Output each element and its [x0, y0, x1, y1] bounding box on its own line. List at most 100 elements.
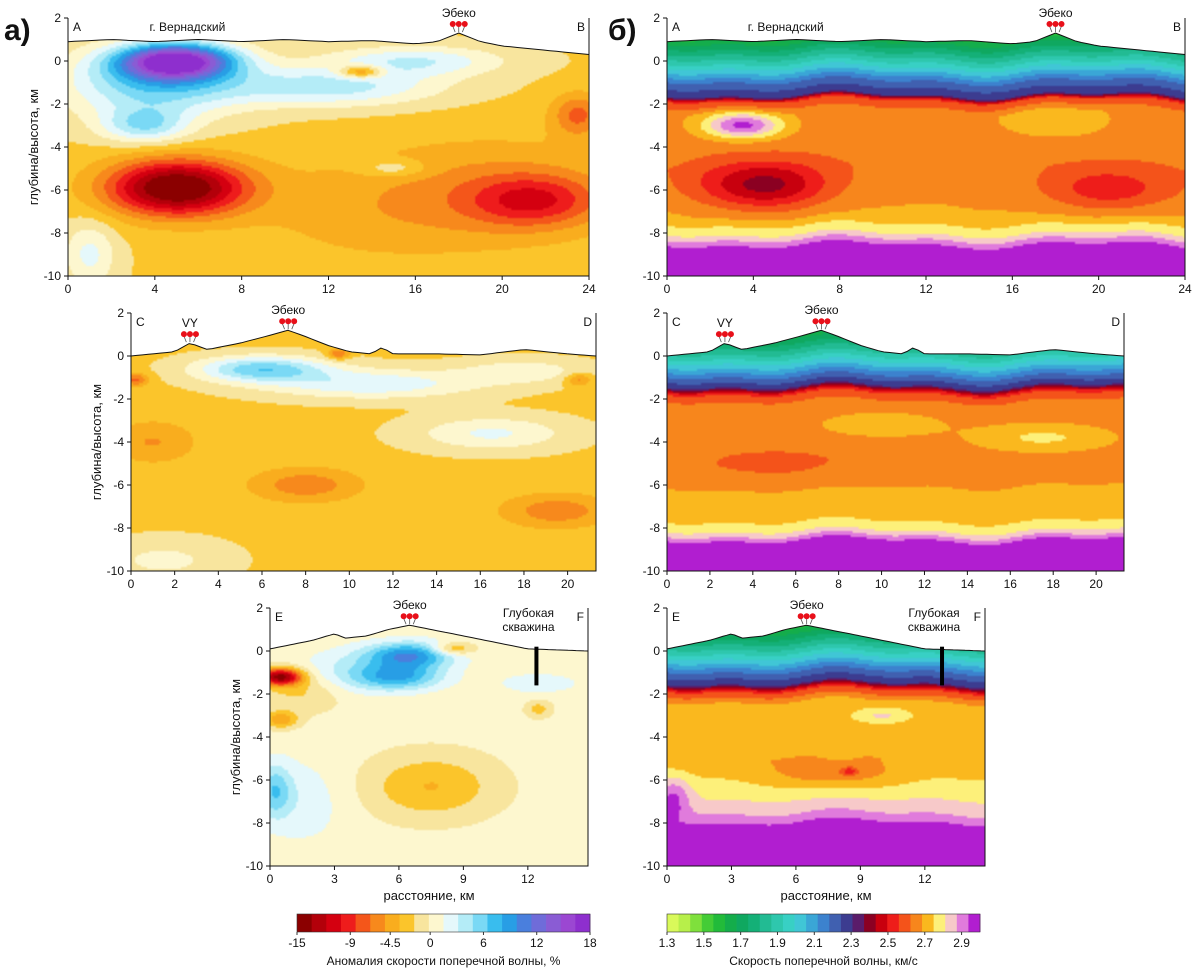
- corner-label-start: E: [672, 610, 680, 624]
- y-tick-label: 0: [117, 349, 124, 363]
- colorbar-swatch: [898, 914, 911, 932]
- x-tick-label: 8: [835, 577, 842, 591]
- x-tick-label: 16: [1004, 577, 1018, 591]
- y-tick-label: 0: [256, 644, 263, 658]
- x-tick-label: 18: [1047, 577, 1061, 591]
- colorbar-swatch: [399, 914, 415, 932]
- x-tick-label: 0: [65, 282, 72, 296]
- colorbar-swatch: [933, 914, 946, 932]
- corner-label-end: B: [1173, 20, 1181, 34]
- colorbar-swatch: [560, 914, 576, 932]
- panel-a-CD: 20-2-4-6-8-100 2 4 6 8 10 12 14 16 18 20C DVYЭбеког…: [89, 303, 597, 591]
- colorbar-swatch: [443, 914, 459, 932]
- x-tick-label: 3: [331, 872, 338, 886]
- colorbar-tick-label: 2.3: [843, 936, 860, 950]
- x-tick-label: 14: [430, 577, 444, 591]
- x-tick-label: 8: [302, 577, 309, 591]
- corner-label-start: C: [136, 315, 145, 329]
- colorbar-swatch: [326, 914, 342, 932]
- colorbar-swatch: [297, 914, 313, 932]
- y-tick-label: 0: [653, 644, 660, 658]
- x-tick-label: 12: [918, 872, 932, 886]
- colorbar-swatch: [355, 914, 371, 932]
- y-tick-label: -2: [113, 392, 124, 406]
- y-tick-label: -8: [113, 521, 124, 535]
- corner-label-end: D: [1111, 315, 1120, 329]
- x-tick-label: 24: [582, 282, 596, 296]
- colorbar-tick-label: 1.9: [769, 936, 786, 950]
- colorbar-tick-label: -15: [288, 936, 306, 950]
- heatmap-a-EF: [270, 625, 588, 866]
- x-tick-label: 9: [857, 872, 864, 886]
- x-axis-label: расстояние, км: [383, 888, 474, 903]
- y-tick-label: 2: [117, 306, 124, 320]
- y-tick-label: -4: [649, 140, 660, 154]
- colorbar-swatch: [690, 914, 703, 932]
- colorbar-frame: [666, 913, 981, 933]
- place-label: Эбеко: [393, 598, 427, 612]
- heatmap-a-CD: [131, 330, 596, 571]
- topography-line: [666, 329, 1125, 357]
- colorbar-tick-label: 6: [480, 936, 487, 950]
- colorbar-swatch: [829, 914, 842, 932]
- x-tick-label: 0: [664, 282, 671, 296]
- colorbar-swatch: [748, 914, 761, 932]
- x-tick-label: 0: [664, 872, 671, 886]
- y-tick-label: -2: [649, 97, 660, 111]
- topography-line: [666, 32, 1186, 55]
- place-label: г. Вернадский: [748, 20, 824, 34]
- y-tick-label: -2: [649, 687, 660, 701]
- x-tick-label: 6: [396, 872, 403, 886]
- colorbar-swatch: [487, 914, 503, 932]
- colorbar-swatch: [817, 914, 830, 932]
- deep-well-marker: [940, 646, 945, 686]
- place-label: VY: [717, 316, 733, 330]
- colorbar-swatch: [945, 914, 958, 932]
- colorbar-swatch: [384, 914, 400, 932]
- colorbar-swatch: [458, 914, 474, 932]
- y-tick-label: -10: [44, 269, 62, 283]
- colorbar-tick-label: 1.3: [659, 936, 676, 950]
- y-tick-label: -10: [643, 269, 661, 283]
- y-tick-label: 0: [54, 54, 61, 68]
- y-tick-label: -10: [643, 859, 661, 873]
- x-tick-label: 0: [267, 872, 274, 886]
- colorbar-swatch: [852, 914, 865, 932]
- colorbar-tick-label: -9: [345, 936, 356, 950]
- y-tick-label: 2: [256, 601, 263, 615]
- colorbar-anomaly: -15 -9 -4.5 0 6 12 18 Аномалия скорости попереч…: [288, 913, 597, 968]
- y-tick-label: -6: [649, 478, 660, 492]
- colorbar-swatch: [910, 914, 923, 932]
- deep-well-label: Глубокая: [503, 606, 554, 620]
- y-tick-label: -8: [252, 816, 263, 830]
- volcano-marker-icon: [279, 318, 298, 330]
- y-tick-label: -10: [107, 564, 125, 578]
- corner-label-end: F: [577, 610, 584, 624]
- x-tick-label: 12: [386, 577, 400, 591]
- place-label: г. Вернадский: [149, 20, 225, 34]
- colorbar-swatch: [956, 914, 969, 932]
- deep-well-marker: [534, 646, 539, 686]
- panels: 20-2-4-6-8-100 4 8 12 16 20 24A Bг. ВернадскийЭ…: [26, 6, 1192, 903]
- deep-well-label: скважина: [908, 620, 961, 634]
- y-tick-label: -10: [246, 859, 264, 873]
- x-tick-label: 8: [836, 282, 843, 296]
- topography-line: [666, 624, 986, 652]
- colorbar-swatch: [771, 914, 784, 932]
- place-label: Эбеко: [790, 598, 824, 612]
- x-tick-label: 12: [322, 282, 336, 296]
- y-tick-label: -4: [50, 140, 61, 154]
- x-tick-label: 20: [1092, 282, 1106, 296]
- colorbar-tick-label: 2.7: [916, 936, 933, 950]
- heatmap-b-AB: [667, 33, 1185, 276]
- colorbar-tick-label: 18: [583, 936, 597, 950]
- colorbar-tick-label: 1.5: [695, 936, 712, 950]
- colorbar-velocity: 1.3 1.5 1.7 1.9 2.1 2.3 2.5 2.7 2.9 Скорость попе…: [659, 913, 981, 968]
- panel-b-EF: 20-2-4-6-8-100 3 6 9 12E FЭбекоГлубокаяскважи…: [643, 598, 986, 903]
- colorbar-swatch: [311, 914, 327, 932]
- place-label: Эбеко: [1038, 6, 1072, 20]
- corner-label-start: E: [275, 610, 283, 624]
- deep-well-label: Глубокая: [908, 606, 959, 620]
- y-axis-label: глубина/высота, км: [228, 679, 243, 795]
